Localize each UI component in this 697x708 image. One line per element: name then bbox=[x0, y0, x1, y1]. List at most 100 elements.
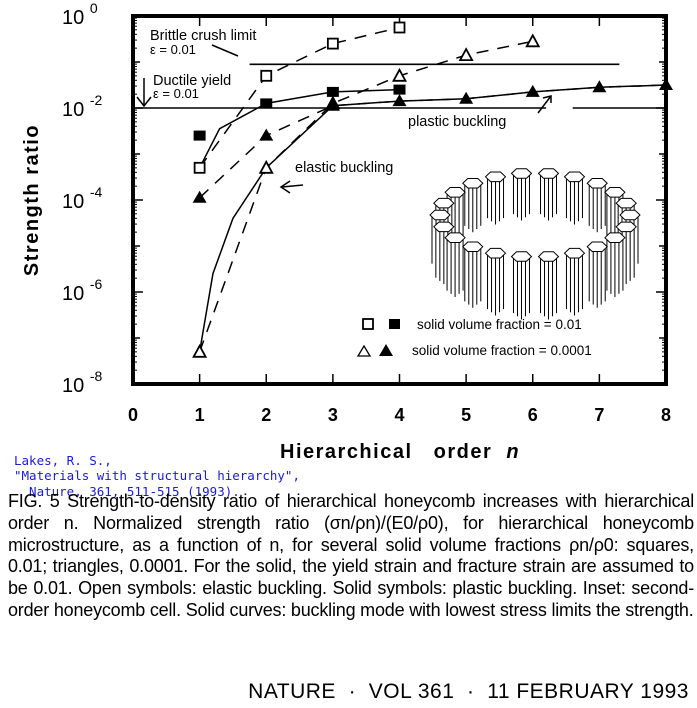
honeycomb-hexagon bbox=[615, 197, 637, 209]
honeycomb-cell bbox=[604, 232, 626, 298]
y-tick-exponent: -8 bbox=[90, 368, 103, 384]
reference-title: "Materials with structural hierarchy", bbox=[14, 468, 300, 483]
caption-text: FIG. 5 Strength-to-density ratio of hier… bbox=[8, 491, 694, 620]
honeycomb-hexagon bbox=[563, 247, 586, 259]
x-axis-title: Hierarchical order n bbox=[280, 441, 520, 464]
dashed-curve bbox=[198, 40, 533, 353]
x-axis-variable: n bbox=[506, 441, 521, 463]
honeycomb-cell bbox=[537, 251, 560, 320]
honeycomb-hexagon bbox=[484, 247, 507, 259]
open-triangle-marker bbox=[192, 343, 208, 358]
plastic-buckling-label: plastic buckling bbox=[408, 114, 506, 130]
open-triangle-icon bbox=[356, 344, 372, 357]
honeycomb-hexagon bbox=[586, 241, 608, 252]
honeycomb-cell bbox=[510, 251, 533, 320]
y-tick-label: 10 -4 bbox=[62, 184, 102, 213]
honeycomb-hexagon bbox=[510, 168, 533, 179]
x-tick-labels: 0 1 2 3 4 5 6 7 8 bbox=[128, 405, 671, 425]
filled-triangle-marker bbox=[392, 94, 407, 107]
legend-label-0-0001: solid volume fraction = 0.0001 bbox=[412, 343, 592, 358]
honeycomb-cell bbox=[462, 178, 484, 233]
honeycomb-hexagon bbox=[484, 171, 507, 183]
dashed-curve bbox=[199, 26, 400, 169]
honeycomb-hexagon bbox=[462, 178, 484, 189]
filled-triangle-marker bbox=[459, 91, 474, 104]
x-tick-label: 5 bbox=[461, 405, 471, 425]
solid-curve bbox=[198, 88, 400, 169]
ductile-down-arrow-icon bbox=[136, 78, 152, 108]
filled-triangle-marker bbox=[592, 80, 607, 93]
honeycomb-cell bbox=[484, 171, 507, 225]
x-tick-label: 0 bbox=[128, 405, 138, 425]
honeycomb-cell bbox=[462, 241, 484, 308]
honeycomb-hexagon bbox=[433, 197, 455, 209]
legend: solid volume fraction = 0.01 solid volum… bbox=[356, 317, 592, 358]
reference-journal[interactable]: Nature, 361, 511-515 (1993). bbox=[14, 484, 240, 499]
series-markers bbox=[192, 21, 673, 358]
y-tick-exponent: -2 bbox=[90, 92, 103, 108]
dashed-curve bbox=[199, 84, 667, 199]
x-tick-label: 4 bbox=[394, 405, 404, 425]
filled-triangle-marker bbox=[325, 98, 340, 111]
honeycomb-hexagon bbox=[444, 187, 466, 198]
open-square-icon bbox=[362, 318, 374, 330]
ductile-yield-label: Ductile yield bbox=[153, 73, 231, 89]
y-tick-label: 10 0 bbox=[62, 0, 98, 29]
honeycomb-hexagon bbox=[444, 232, 466, 243]
honeycomb-cell bbox=[484, 247, 507, 316]
honeycomb-cell bbox=[563, 171, 586, 225]
filled-square-marker bbox=[326, 86, 339, 97]
y-tick-label: 10 -6 bbox=[62, 276, 102, 305]
filled-triangle-marker bbox=[192, 190, 207, 203]
figure-caption: FIG. 5 Strength-to-density ratio of hier… bbox=[8, 491, 694, 622]
open-triangle-marker bbox=[391, 67, 408, 82]
open-triangle-marker bbox=[458, 47, 474, 61]
x-axis-title-text: Hierarchical order bbox=[280, 441, 493, 463]
x-tick-label: 6 bbox=[528, 405, 538, 425]
honeycomb-hexagon bbox=[615, 221, 637, 233]
x-tick-label: 8 bbox=[661, 405, 671, 425]
brittle-arrow-icon bbox=[211, 44, 239, 57]
honeycomb-cell bbox=[510, 168, 533, 221]
open-triangle-marker bbox=[525, 33, 541, 48]
honeycomb-hexagon bbox=[429, 209, 451, 221]
plastic-arrow-icon bbox=[537, 95, 552, 114]
elastic-buckling-label: elastic buckling bbox=[295, 160, 393, 176]
plot-frame bbox=[131, 14, 668, 386]
filled-square-marker bbox=[393, 84, 406, 95]
open-square-marker bbox=[326, 37, 339, 50]
filled-triangle-icon bbox=[379, 344, 393, 356]
y-tick-exponent: -4 bbox=[90, 184, 103, 200]
honeycomb-cell bbox=[444, 232, 466, 298]
honeycomb-hexagon bbox=[510, 251, 533, 262]
honeycomb-hexagon bbox=[433, 221, 455, 233]
x-tick-label: 1 bbox=[195, 405, 205, 425]
reference-author: Lakes, R. S., bbox=[14, 453, 112, 468]
brittle-crush-label: Brittle crush limit bbox=[150, 28, 256, 44]
series-curves bbox=[198, 26, 667, 353]
open-square-marker bbox=[193, 161, 206, 174]
filled-triangle-marker bbox=[259, 128, 274, 141]
honeycomb-cell bbox=[537, 168, 560, 221]
filled-square-marker bbox=[193, 130, 206, 141]
ductile-epsilon-label: ε = 0.01 bbox=[153, 86, 199, 101]
honeycomb-hexagon bbox=[462, 241, 484, 252]
open-square-marker bbox=[260, 69, 273, 82]
strength-ratio-chart: 10 0 10 -2 10 -4 10 -6 10 -8 0 1 2 3 4 5 6 7 8 Stren… bbox=[21, 0, 673, 425]
brittle-epsilon-label: ε = 0.01 bbox=[150, 42, 196, 57]
y-tick-labels: 10 0 10 -2 10 -4 10 -6 10 -8 bbox=[62, 0, 102, 397]
honeycomb-inset-image bbox=[429, 168, 641, 320]
y-tick-exponent: 0 bbox=[90, 0, 98, 16]
filled-square-icon bbox=[389, 319, 400, 329]
filled-square-marker bbox=[260, 98, 273, 109]
filled-triangle-marker bbox=[525, 84, 540, 97]
y-axis-title: Strength ratio bbox=[21, 124, 43, 276]
honeycomb-cell bbox=[586, 241, 608, 308]
y-tick-exponent: -6 bbox=[90, 276, 103, 292]
x-tick-label: 7 bbox=[594, 405, 604, 425]
honeycomb-hexagon bbox=[604, 187, 626, 198]
x-tick-label: 3 bbox=[328, 405, 338, 425]
x-tick-label: 2 bbox=[261, 405, 271, 425]
honeycomb-hexagon bbox=[537, 168, 560, 179]
journal-footer: NATURE · VOL 361 · 11 FEBRUARY 1993 bbox=[248, 680, 689, 703]
